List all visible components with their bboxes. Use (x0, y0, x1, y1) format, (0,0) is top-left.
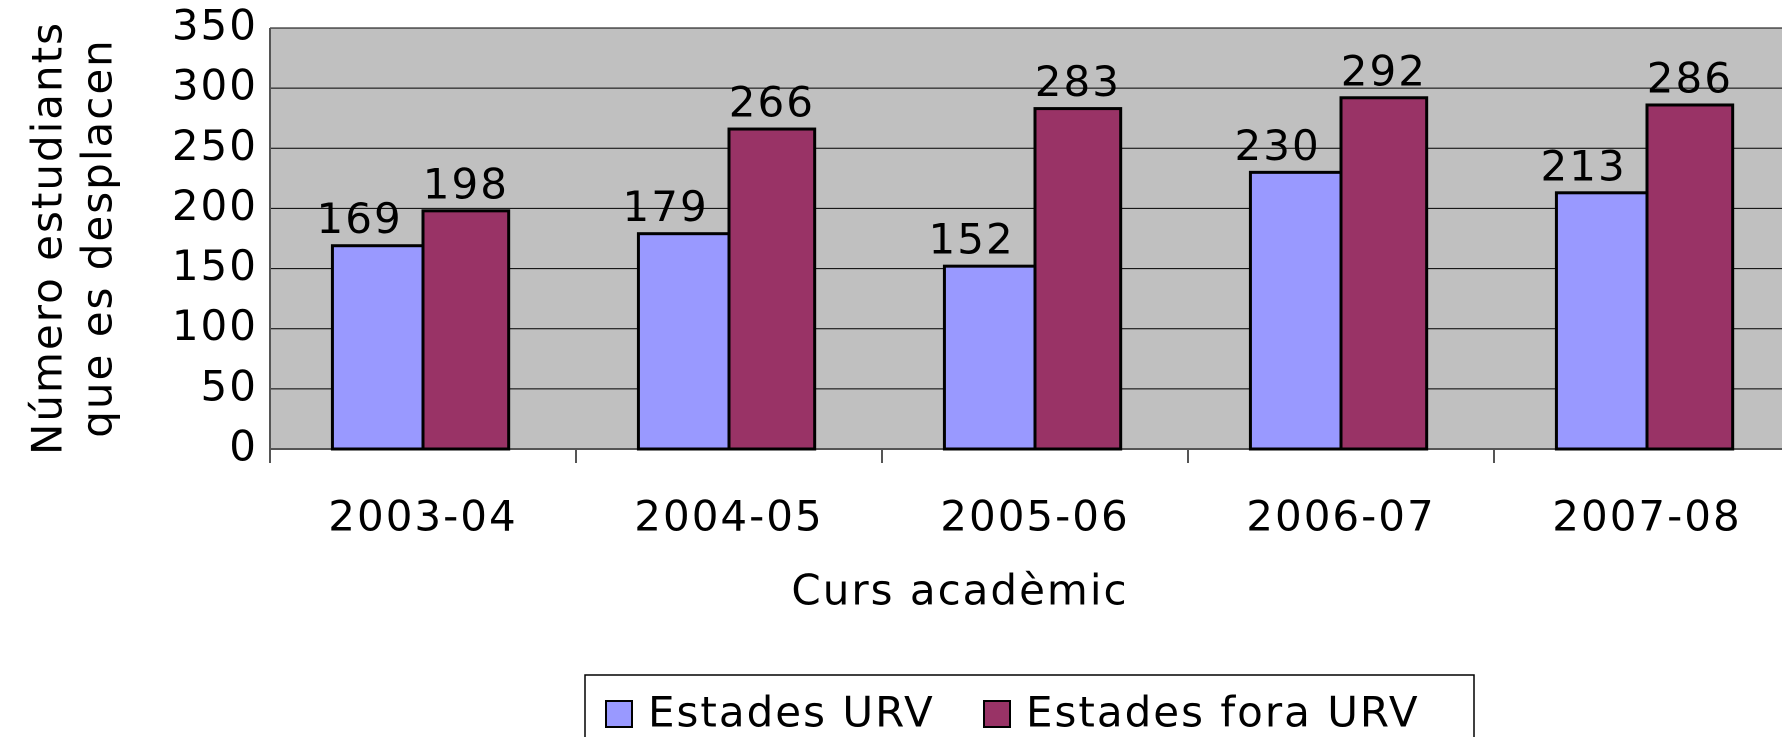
y-tick-label: 300 (172, 61, 258, 110)
y-axis-title: Número estudiants (23, 21, 72, 455)
value-label: 179 (623, 182, 709, 231)
value-label: 230 (1235, 121, 1321, 170)
value-label: 266 (729, 78, 815, 127)
bar (1554, 191, 1649, 451)
legend (584, 674, 1475, 737)
bar (727, 127, 817, 451)
bar (1033, 107, 1123, 451)
bar (421, 209, 511, 451)
value-label: 198 (423, 159, 509, 208)
x-tick-label: 2007-08 (1552, 492, 1742, 541)
y-axis-title: que es desplacen (73, 38, 122, 438)
value-label: 213 (1541, 141, 1627, 190)
bar (1248, 170, 1343, 451)
y-tick-label: 250 (172, 121, 258, 170)
y-tick-label: 200 (172, 181, 258, 230)
value-label: 169 (317, 194, 403, 243)
y-tick-label: 100 (172, 301, 258, 350)
x-tick-label: 2006-07 (1246, 492, 1436, 541)
bar (1339, 96, 1429, 451)
x-tick-label: 2005-06 (940, 492, 1130, 541)
x-tick-label: 2003-04 (328, 492, 518, 541)
bar (636, 232, 731, 451)
y-tick-label: 0 (229, 422, 258, 471)
value-label: 152 (929, 215, 1015, 264)
value-label: 286 (1647, 53, 1733, 102)
y-tick-label: 150 (172, 241, 258, 290)
value-label: 283 (1035, 57, 1121, 106)
x-axis-title: Curs acadèmic (791, 566, 1128, 615)
bar (1645, 103, 1735, 451)
legend-label: Estades fora URV (1026, 688, 1420, 737)
legend-label: Estades URV (648, 688, 935, 737)
bar (942, 264, 1037, 451)
x-tick-label: 2004-05 (634, 492, 824, 541)
value-label: 292 (1341, 46, 1427, 95)
legend-swatch (983, 700, 1011, 728)
bar (330, 244, 425, 451)
y-tick-label: 350 (172, 1, 258, 50)
y-tick-label: 50 (201, 361, 258, 410)
legend-swatch (605, 700, 633, 728)
